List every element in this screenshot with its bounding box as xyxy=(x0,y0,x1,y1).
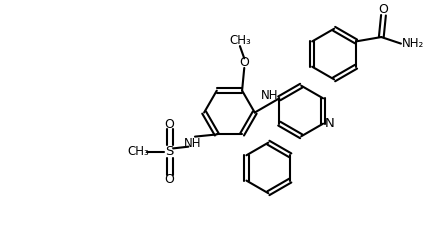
Text: CH₃: CH₃ xyxy=(229,34,251,47)
Text: NH: NH xyxy=(261,89,278,102)
Text: N: N xyxy=(325,117,334,130)
Text: CH₃: CH₃ xyxy=(127,145,149,159)
Text: S: S xyxy=(165,145,174,159)
Text: NH₂: NH₂ xyxy=(402,37,424,50)
Text: O: O xyxy=(239,56,249,69)
Text: O: O xyxy=(165,173,175,186)
Text: O: O xyxy=(378,3,389,16)
Text: O: O xyxy=(165,118,175,131)
Text: NH: NH xyxy=(184,137,202,150)
